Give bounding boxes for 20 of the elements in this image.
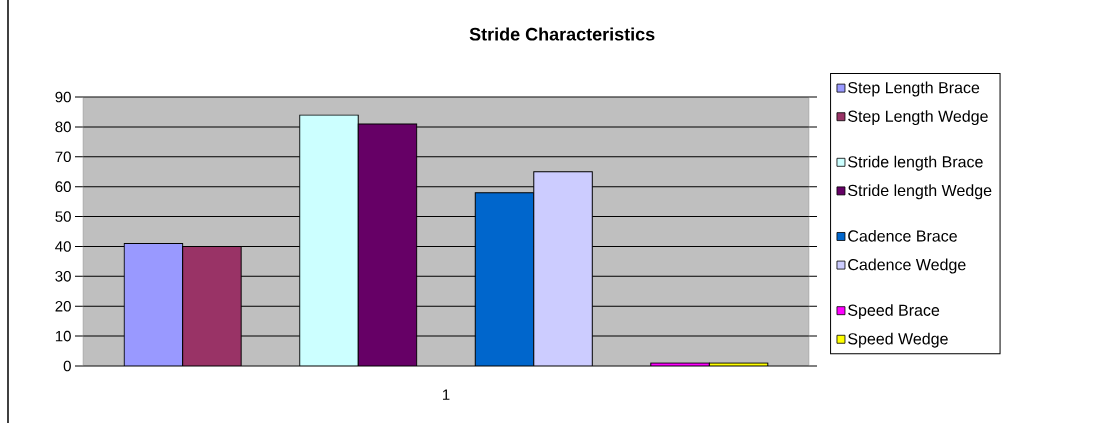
legend-label: Step Length Brace bbox=[848, 81, 980, 97]
y-tick-label: 40 bbox=[55, 241, 71, 252]
legend-label: Step Length Wedge bbox=[848, 110, 988, 126]
legend-label: Speed Wedge bbox=[848, 332, 948, 348]
y-tick-label: 20 bbox=[55, 300, 71, 312]
y-tick-label: 80 bbox=[55, 121, 71, 133]
legend-label: Cadence Brace bbox=[848, 229, 957, 242]
legend-label: Speed Brace bbox=[848, 304, 940, 320]
chart-title: Stride Characteristics bbox=[469, 27, 655, 41]
y-tick-label: 70 bbox=[55, 151, 71, 163]
x-tick-label: 1 bbox=[442, 389, 450, 400]
y-tick-label: 50 bbox=[55, 211, 71, 222]
y-tick-label: 90 bbox=[55, 91, 71, 103]
y-tick-label: 30 bbox=[55, 271, 71, 282]
legend-label: Stride length Wedge bbox=[848, 184, 992, 200]
y-tick-label: 10 bbox=[55, 330, 71, 342]
legend-label: Cadence Wedge bbox=[848, 258, 966, 274]
legend-label: Stride length Brace bbox=[848, 155, 983, 171]
y-tick-label: 0 bbox=[63, 360, 71, 372]
y-tick-label: 60 bbox=[55, 181, 71, 192]
